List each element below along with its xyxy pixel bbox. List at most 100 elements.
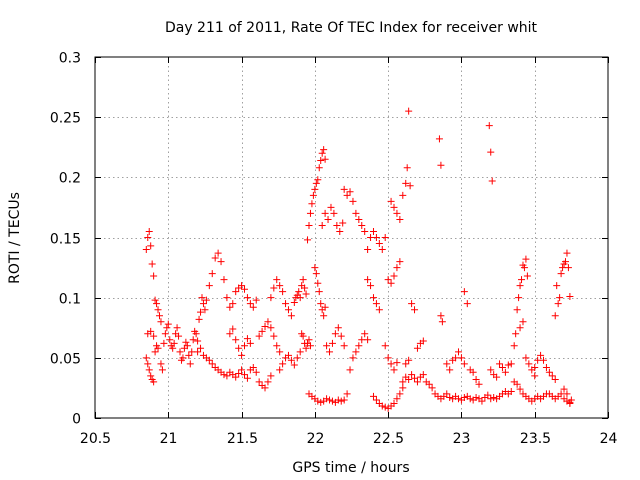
data-point	[195, 315, 203, 323]
data-point	[487, 366, 495, 374]
data-point	[284, 351, 292, 359]
data-point	[163, 324, 171, 332]
data-point	[145, 227, 153, 235]
data-point	[531, 363, 539, 371]
data-point	[437, 161, 445, 169]
data-point	[390, 400, 398, 408]
plot-frame	[94, 56, 609, 419]
data-point	[229, 300, 237, 308]
data-point	[243, 374, 251, 382]
data-point	[311, 264, 319, 272]
data-point	[220, 371, 228, 379]
data-point	[381, 403, 389, 411]
data-point	[399, 384, 407, 392]
data-point	[299, 276, 307, 284]
data-point	[246, 300, 254, 308]
data-point	[306, 342, 314, 350]
data-point	[537, 351, 545, 359]
data-point	[435, 135, 443, 143]
data-point	[330, 209, 338, 217]
data-point	[284, 306, 292, 314]
data-point	[519, 318, 527, 326]
data-point	[472, 375, 480, 383]
data-point	[301, 284, 309, 292]
data-point	[147, 242, 155, 250]
data-point	[324, 215, 332, 223]
x-tick-label: 20.5	[80, 431, 111, 447]
data-point	[475, 380, 483, 388]
data-point	[211, 254, 219, 262]
data-point	[188, 348, 196, 356]
data-point	[515, 294, 523, 302]
axis-ticks: 20.5 21 21.5 22 22.5 23 23.5 24 0 0.05 0.1 0.15 0.2 0…	[50, 51, 618, 448]
data-point	[567, 396, 575, 404]
data-point	[469, 368, 477, 376]
data-point	[369, 294, 377, 302]
data-point	[282, 300, 290, 308]
data-point	[551, 312, 559, 320]
data-point	[405, 356, 413, 364]
data-point	[339, 219, 347, 227]
data-point	[276, 366, 284, 374]
data-point	[378, 402, 386, 410]
y-tick-label: 0.25	[50, 111, 81, 127]
data-point	[261, 323, 269, 331]
data-point	[466, 395, 474, 403]
data-point	[488, 177, 496, 185]
data-point	[169, 344, 177, 352]
data-point	[238, 366, 246, 374]
data-point	[226, 330, 234, 338]
data-point	[293, 354, 301, 362]
data-point	[270, 332, 278, 340]
data-point	[192, 330, 200, 338]
data-point	[299, 332, 307, 340]
data-point	[331, 330, 339, 338]
data-point	[304, 236, 312, 244]
data-point	[295, 288, 303, 296]
data-point	[279, 360, 287, 368]
data-point	[557, 270, 565, 278]
data-point	[309, 191, 317, 199]
data-point	[320, 312, 328, 320]
data-point	[358, 221, 366, 229]
data-point	[560, 385, 568, 393]
data-point	[153, 300, 161, 308]
data-point	[352, 348, 360, 356]
data-point	[463, 300, 471, 308]
data-point	[302, 290, 310, 298]
data-point	[314, 176, 322, 184]
data-point	[214, 249, 222, 257]
data-point	[437, 312, 445, 320]
data-point	[261, 384, 269, 392]
data-point	[372, 234, 380, 241]
data-point	[364, 336, 372, 344]
data-point	[408, 371, 416, 379]
data-point	[531, 372, 539, 380]
data-point	[328, 339, 336, 347]
chart-title: Day 211 of 2011, Rate Of TEC Index for r…	[165, 20, 538, 36]
data-point	[393, 264, 401, 272]
data-point	[443, 360, 451, 368]
data-point	[563, 390, 571, 398]
data-point	[408, 300, 416, 308]
x-tick-label: 21	[160, 431, 178, 447]
data-point	[327, 203, 335, 211]
data-point	[396, 215, 404, 223]
data-point	[340, 185, 348, 193]
data-point	[460, 288, 468, 296]
data-point	[189, 336, 197, 344]
data-point	[548, 372, 556, 380]
data-point	[381, 342, 389, 350]
data-point	[202, 296, 210, 304]
x-tick-label: 23.5	[520, 431, 551, 447]
data-point	[317, 156, 325, 164]
x-tick-label: 23	[453, 431, 471, 447]
data-point	[419, 371, 427, 379]
data-point	[387, 279, 395, 287]
data-point	[226, 303, 234, 311]
data-point	[232, 336, 240, 344]
x-tick-label: 21.5	[227, 431, 258, 447]
data-point	[290, 361, 298, 369]
data-point	[428, 384, 436, 392]
